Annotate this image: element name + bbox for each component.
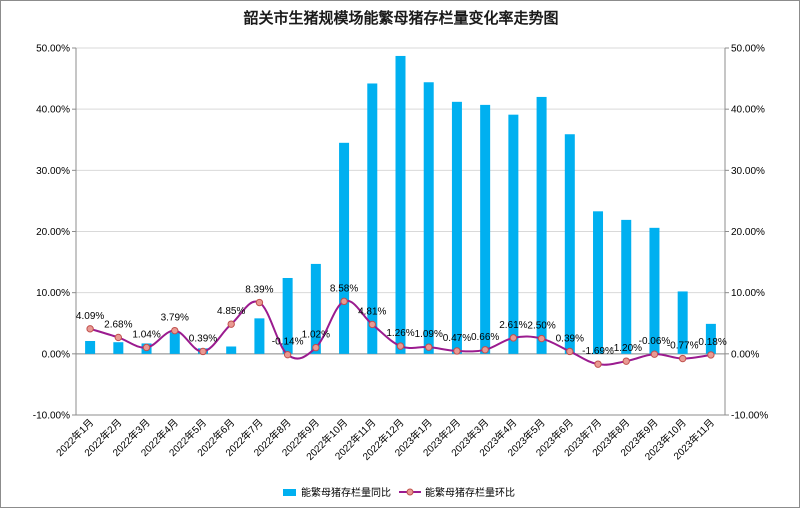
bar [282, 277, 293, 354]
bar [226, 346, 237, 354]
data-label: 1.26% [386, 328, 414, 339]
y-right-tick-label: 50.00% [731, 44, 765, 55]
y-left-tick-label: 40.00% [36, 105, 70, 116]
line-marker [678, 354, 687, 363]
line-marker [425, 343, 433, 351]
plot-area: -10.00% -10.00% 0.00% 0.00% 10.00% 10.00% 20.0… [33, 44, 769, 463]
bar [451, 101, 462, 354]
y-left-tick-label: 50.00% [36, 44, 70, 55]
legend-swatch-bar [283, 489, 296, 496]
data-label: -0.14% [272, 337, 304, 348]
y-right-tick-label: 40.00% [731, 105, 765, 116]
bar [169, 332, 180, 354]
bar [339, 142, 350, 354]
data-label: 4.85% [217, 306, 245, 317]
data-label: -0.06% [639, 336, 671, 347]
line-marker [340, 297, 348, 306]
line-marker [227, 320, 235, 328]
data-label: -1.20% [610, 343, 642, 354]
bar [85, 340, 96, 354]
bar [254, 318, 265, 354]
bar [705, 323, 716, 354]
legend-label-line: 能繁母猪存栏量环比 [425, 486, 515, 499]
line-marker [283, 350, 292, 359]
line-marker [312, 343, 320, 352]
y-left-tick-label: 10.00% [36, 288, 70, 299]
line-marker [114, 333, 123, 342]
line-marker [481, 346, 489, 354]
data-label: 3.79% [161, 313, 189, 324]
line-marker [199, 347, 207, 356]
y-right-tick-label: 30.00% [731, 166, 765, 177]
line-marker [171, 326, 179, 335]
y-left-tick-label: 20.00% [36, 227, 70, 238]
line-marker [255, 298, 264, 307]
line-marker [396, 342, 405, 350]
bar [310, 263, 321, 354]
line-marker [142, 343, 151, 352]
line-marker [594, 360, 602, 368]
data-label: 1.09% [415, 329, 443, 340]
bar [423, 82, 434, 354]
line-marker [566, 347, 574, 356]
bar [649, 227, 660, 354]
line-marker [453, 347, 461, 355]
line-marker [622, 357, 630, 365]
data-label: 1.02% [302, 330, 330, 341]
y-left-tick-label: 30.00% [36, 166, 70, 177]
bar [113, 342, 124, 354]
data-label: -0.18% [695, 337, 727, 348]
y-right-tick-label: 0.00% [731, 349, 759, 360]
data-label: 4.81% [358, 306, 386, 317]
line-marker [537, 334, 546, 343]
bar [677, 291, 688, 354]
bar [593, 211, 604, 354]
bar [508, 114, 519, 354]
data-label: 0.66% [471, 332, 499, 343]
data-label: 1.04% [132, 329, 160, 340]
line-marker [707, 351, 715, 359]
legend-label-bar: 能繁母猪存栏量同比 [301, 486, 391, 499]
data-label: 2.61% [499, 320, 527, 331]
data-label: 2.50% [527, 321, 555, 332]
y-right-tick-label: 10.00% [731, 288, 765, 299]
line-marker [509, 334, 518, 342]
bar [564, 134, 575, 354]
data-label: 4.09% [76, 311, 104, 322]
data-label: -1.69% [582, 346, 614, 357]
chart-title: 韶关市生猪规模场能繁母猪存栏量变化率走势图 [243, 9, 558, 27]
y-right-tick-label: -10.00% [731, 411, 768, 422]
data-label: 0.39% [189, 333, 217, 344]
y-left-tick-label: -10.00% [33, 411, 70, 422]
line-marker [368, 320, 376, 329]
data-label: 0.47% [443, 333, 471, 344]
data-label: 8.39% [245, 285, 273, 296]
line-marker [86, 325, 94, 333]
y-left-tick-label: 0.00% [42, 349, 70, 360]
data-label: 8.58% [330, 283, 358, 294]
data-label: 2.68% [104, 319, 132, 330]
bar [536, 96, 547, 354]
data-label: 0.39% [556, 333, 584, 344]
legend: 能繁母猪存栏量同比 能繁母猪存栏量环比 [283, 486, 515, 499]
bar [367, 83, 378, 354]
bar [621, 219, 632, 354]
legend-swatch-marker [406, 488, 414, 496]
bar [395, 55, 406, 354]
bar [480, 104, 491, 354]
line-marker [650, 350, 659, 358]
y-right-tick-label: 20.00% [731, 227, 765, 238]
data-label: -0.77% [667, 341, 699, 352]
